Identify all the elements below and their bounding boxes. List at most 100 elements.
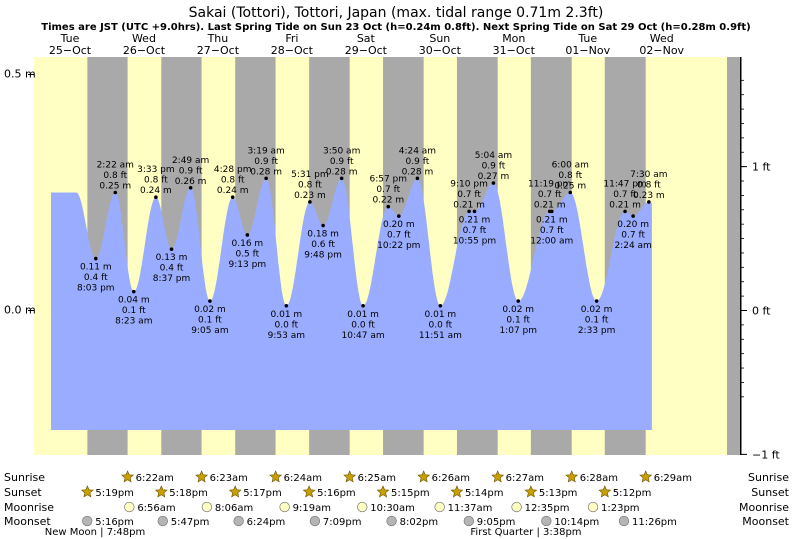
tide-label: 4:28 pm bbox=[214, 165, 252, 175]
day-of-week: Mon bbox=[502, 32, 525, 45]
sunrise-time: 6:26am bbox=[432, 473, 470, 484]
row-label-right: Moonrise bbox=[739, 501, 789, 514]
day-of-week: Tue bbox=[577, 32, 597, 45]
moon-icon bbox=[357, 501, 368, 513]
right-tick-label: 1 ft bbox=[752, 161, 771, 174]
moonset-time: 11:26pm bbox=[632, 517, 677, 528]
moon-icon bbox=[618, 515, 630, 527]
tide-label: 8:37 pm bbox=[153, 274, 191, 284]
tide-point bbox=[131, 289, 136, 294]
tide-point bbox=[491, 181, 496, 185]
moon-icon bbox=[463, 515, 474, 527]
sun-icon bbox=[376, 485, 390, 498]
sunrise-time: 6:23am bbox=[210, 473, 248, 484]
tide-label: 0.9 ft bbox=[406, 157, 430, 167]
tide-label: 0.1 ft bbox=[585, 316, 609, 326]
tide-point bbox=[516, 299, 521, 303]
tide-label: 0.21 m bbox=[534, 200, 566, 210]
tide-label: 0.22 m bbox=[372, 196, 404, 206]
tide-point bbox=[438, 303, 443, 308]
day-of-week: Thu bbox=[207, 32, 229, 45]
tide-label: 0.4 ft bbox=[160, 264, 184, 274]
tide-label: 1:07 pm bbox=[499, 326, 537, 336]
tide-label: 0.1 ft bbox=[506, 316, 530, 326]
tide-label: 9:13 pm bbox=[229, 260, 267, 270]
sun-icon bbox=[639, 470, 653, 483]
tide-label: 0.7 ft bbox=[463, 226, 487, 236]
tide-point bbox=[264, 176, 268, 181]
tide-area bbox=[51, 178, 652, 430]
day-of-week: Sun bbox=[429, 32, 450, 45]
tide-label: 0.1 ft bbox=[122, 306, 146, 316]
sun-icon bbox=[269, 470, 283, 483]
tide-label: 0.21 m bbox=[453, 200, 485, 210]
moon-icon bbox=[157, 515, 168, 527]
sunset-time: 5:17pm bbox=[243, 488, 282, 499]
moon-icon bbox=[233, 515, 244, 527]
moon-icon bbox=[309, 515, 321, 527]
sunrise-time: 6:27am bbox=[506, 473, 544, 484]
tide-label: 0.02 m bbox=[581, 305, 613, 315]
day-date: 28−Oct bbox=[271, 44, 314, 57]
sun-icon bbox=[228, 485, 242, 498]
tide-point bbox=[113, 190, 118, 195]
tide-label: 0.27 m bbox=[478, 172, 510, 182]
tide-label: 5:31 pm bbox=[291, 170, 329, 180]
tide-label: 11:51 am bbox=[419, 331, 462, 341]
sunset-time: 5:19pm bbox=[95, 488, 134, 499]
moonrise-time: 8:06am bbox=[215, 503, 253, 514]
tide-point bbox=[472, 209, 477, 214]
left-tick-label: 0.5 m bbox=[4, 68, 36, 81]
tide-label: 0.8 ft bbox=[144, 176, 168, 186]
tide-label: 0.23 m bbox=[294, 191, 326, 201]
tide-label: 0.8 ft bbox=[103, 171, 127, 181]
day-date: 26−Oct bbox=[123, 44, 166, 57]
tide-label: 3:33 pm bbox=[137, 165, 175, 175]
moonrise-time: 10:30am bbox=[370, 503, 415, 514]
sun-icon bbox=[80, 485, 94, 498]
row-label-left: Moonset bbox=[4, 515, 51, 528]
sunset-time: 5:18pm bbox=[169, 488, 208, 499]
tide-label: 0.7 ft bbox=[621, 231, 645, 241]
sunrise-time: 6:24am bbox=[284, 473, 322, 484]
tide-label: 5:04 am bbox=[475, 151, 512, 161]
sunset-time: 5:15pm bbox=[391, 488, 430, 499]
tide-point bbox=[467, 209, 471, 214]
tide-point bbox=[623, 209, 627, 214]
tide-label: 0.0 ft bbox=[429, 320, 453, 330]
tide-point bbox=[647, 200, 651, 204]
moonset-time: 6:24pm bbox=[247, 517, 286, 528]
moon-icon bbox=[587, 501, 599, 513]
tide-point bbox=[188, 185, 193, 190]
tide-label: 2:33 pm bbox=[578, 326, 616, 336]
sunset-time: 5:14pm bbox=[465, 488, 504, 499]
tide-label: 0.25 m bbox=[554, 182, 586, 192]
tide-label: 11:47 pm bbox=[603, 179, 646, 189]
right-axis-line bbox=[740, 57, 742, 455]
day-of-week: Sat bbox=[357, 32, 376, 45]
tide-label: 0.7 ft bbox=[376, 185, 400, 195]
right-tick-label: −1 ft bbox=[752, 448, 780, 461]
tide-label: 0.8 ft bbox=[558, 171, 582, 181]
tide-label: 0.7 ft bbox=[538, 190, 562, 200]
axes: 0.5 m 0.0 m 1 ft 0 ft −1 ft bbox=[4, 57, 780, 461]
tide-point bbox=[208, 299, 212, 303]
tide-label: 8:03 pm bbox=[77, 284, 115, 294]
day-date: 25−Oct bbox=[49, 44, 92, 57]
tide-label: 0.7 ft bbox=[540, 226, 564, 236]
sunrise-time: 6:28am bbox=[580, 473, 618, 484]
tide-point bbox=[397, 214, 401, 218]
sun-icon bbox=[524, 485, 538, 498]
sun-icon bbox=[121, 470, 135, 483]
tide-label: 0.01 m bbox=[271, 310, 303, 320]
night-band-end bbox=[727, 57, 740, 455]
tide-label: 2:22 am bbox=[97, 161, 134, 171]
tide-label: 6:57 pm bbox=[369, 175, 407, 185]
tide-label: 0.20 m bbox=[383, 220, 415, 230]
moon-icon bbox=[511, 501, 522, 513]
tide-label: 0.20 m bbox=[617, 220, 649, 230]
tide-label: 0.24 m bbox=[217, 186, 249, 196]
moon-icon bbox=[124, 501, 135, 513]
moon-icon bbox=[279, 501, 290, 513]
sun-icon bbox=[565, 470, 579, 483]
